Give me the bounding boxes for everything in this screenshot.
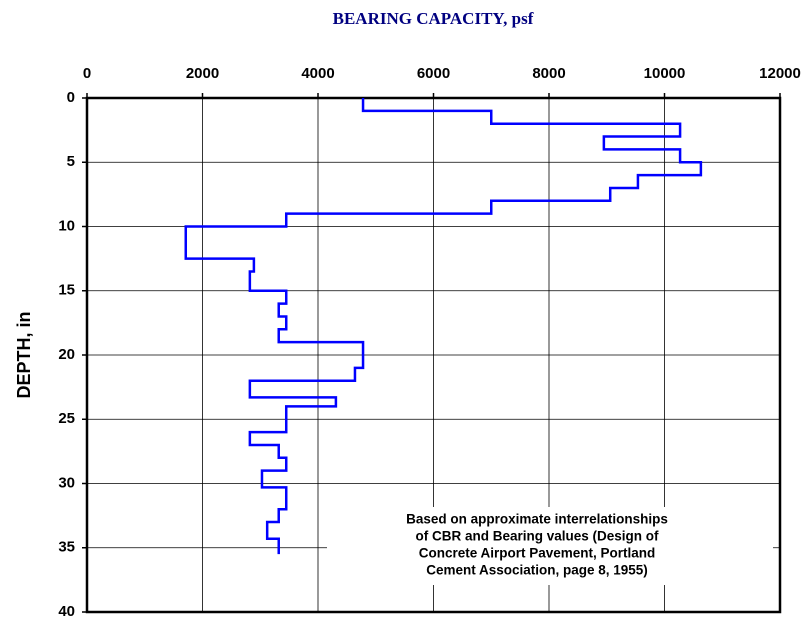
x-tick-label: 8000 xyxy=(532,65,565,82)
annotation: Cement Association, page 8, 1955) xyxy=(426,563,648,578)
annotation-box xyxy=(327,507,773,585)
x-tick-label: 10000 xyxy=(644,65,686,82)
y-tick-label: 20 xyxy=(58,346,75,363)
y-tick-label: 30 xyxy=(58,474,75,491)
y-tick-label: 5 xyxy=(67,153,75,170)
x-tick-label: 2000 xyxy=(186,65,219,82)
x-tick-label: 6000 xyxy=(417,65,450,82)
y-tick-label: 25 xyxy=(58,410,75,427)
y-axis-label: DEPTH, in xyxy=(14,311,34,398)
data-line xyxy=(184,98,703,555)
x-tick-label: 0 xyxy=(83,65,91,82)
y-tick-label: 10 xyxy=(58,217,75,234)
chart-title: BEARING CAPACITY, psf xyxy=(333,9,534,28)
annotation: of CBR and Bearing values (Design of xyxy=(415,529,659,544)
y-tick-label: 0 xyxy=(67,89,75,106)
x-tick-label: 12000 xyxy=(759,65,801,82)
x-tick-label: 4000 xyxy=(301,65,334,82)
y-tick-label: 15 xyxy=(58,282,75,299)
annotation: Concrete Airport Pavement, Portland xyxy=(419,546,656,561)
y-tick-label: 40 xyxy=(58,603,75,620)
annotation: Based on approximate interrelationships xyxy=(406,512,668,527)
plot-frame xyxy=(85,96,782,614)
y-tick-label: 35 xyxy=(58,539,75,556)
